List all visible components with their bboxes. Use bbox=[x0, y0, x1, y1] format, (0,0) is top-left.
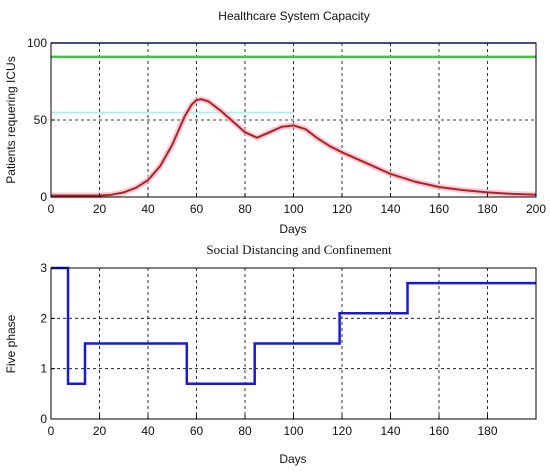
icu-curve bbox=[51, 98, 537, 197]
chart-capacity-xtick-label: 20 bbox=[93, 202, 107, 216]
chart-capacity-ytick-label: 100 bbox=[27, 36, 47, 50]
chart-distancing-xtick-label: 180 bbox=[477, 424, 497, 438]
chart-distancing-ytick-label: 0 bbox=[40, 412, 47, 426]
chart-capacity: Healthcare System Capacity 0 20 40 60 80 100 1… bbox=[4, 9, 546, 236]
chart-capacity-xtick-label: 80 bbox=[238, 202, 252, 216]
chart-distancing-xtick-label: 100 bbox=[283, 424, 303, 438]
chart-distancing-xtick-label: 60 bbox=[190, 424, 204, 438]
chart-distancing-xtick-label: 160 bbox=[429, 424, 449, 438]
chart-distancing-ytick-label: 1 bbox=[40, 362, 47, 376]
chart-distancing-xtick-label: 40 bbox=[141, 424, 155, 438]
chart-distancing-title: Social Distancing and Confinement bbox=[206, 242, 392, 257]
chart-distancing-xlabel: Days bbox=[279, 452, 306, 466]
chart-capacity-reflines bbox=[51, 42, 536, 113]
chart-distancing-ytick-label: 2 bbox=[40, 311, 47, 325]
chart-capacity-ylabel: Patients requering ICUs bbox=[4, 56, 18, 183]
chart-capacity-xtick-label: 100 bbox=[283, 202, 303, 216]
chart-distancing-yticks: 0 1 2 3 bbox=[40, 261, 55, 426]
chart-capacity-xtick-label: 140 bbox=[380, 202, 400, 216]
chart-distancing-grid bbox=[51, 268, 536, 419]
chart-capacity-xtick-label: 40 bbox=[141, 202, 155, 216]
chart-distancing-xtick-label: 20 bbox=[93, 424, 107, 438]
chart-distancing-xtick-label: 0 bbox=[48, 424, 55, 438]
chart-distancing-series bbox=[51, 266, 536, 386]
chart-distancing-xtick-label: 120 bbox=[332, 424, 352, 438]
chart-capacity-xtick-label: 120 bbox=[332, 202, 352, 216]
chart-capacity-xlabel: Days bbox=[279, 222, 306, 236]
chart-distancing-xtick-label: 140 bbox=[380, 424, 400, 438]
chart-capacity-xtick-label: 60 bbox=[190, 202, 204, 216]
chart-capacity-xticks: 0 20 40 60 80 100 120 140 160 180 200 bbox=[48, 193, 546, 216]
chart-distancing-ytick-label: 3 bbox=[40, 261, 47, 275]
chart-capacity-ytick-label: 0 bbox=[40, 190, 47, 204]
chart-distancing-xticks: 0 20 40 60 80 100 120 140 160 180 bbox=[48, 415, 498, 438]
chart-capacity-grid bbox=[51, 43, 536, 197]
chart-distancing: Social Distancing and Confinement 0 20 40 6… bbox=[4, 242, 537, 466]
phase-step-line bbox=[51, 266, 536, 386]
chart-capacity-xtick-label: 160 bbox=[429, 202, 449, 216]
chart-capacity-series bbox=[51, 96, 537, 199]
chart-capacity-xtick-label: 0 bbox=[48, 202, 55, 216]
chart-capacity-title: Healthcare System Capacity bbox=[218, 9, 369, 23]
chart-capacity-yticks: 0 50 100 bbox=[27, 36, 55, 204]
chart-distancing-xtick-label: 80 bbox=[238, 424, 252, 438]
chart-capacity-xtick-label: 200 bbox=[526, 202, 546, 216]
chart-capacity-ytick-label: 50 bbox=[34, 113, 48, 127]
chart-distancing-ylabel: Five phase bbox=[4, 314, 18, 373]
chart-capacity-xtick-label: 180 bbox=[477, 202, 497, 216]
